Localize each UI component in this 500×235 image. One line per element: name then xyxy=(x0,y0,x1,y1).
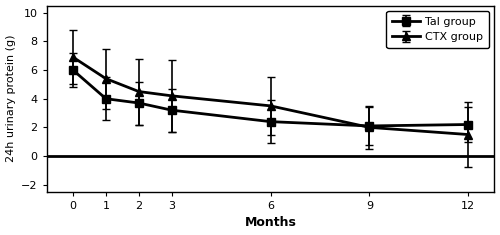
X-axis label: Months: Months xyxy=(244,216,296,229)
Y-axis label: 24h urinary protein (g): 24h urinary protein (g) xyxy=(6,35,16,162)
Legend: Tal group, CTX group: Tal group, CTX group xyxy=(386,11,489,48)
